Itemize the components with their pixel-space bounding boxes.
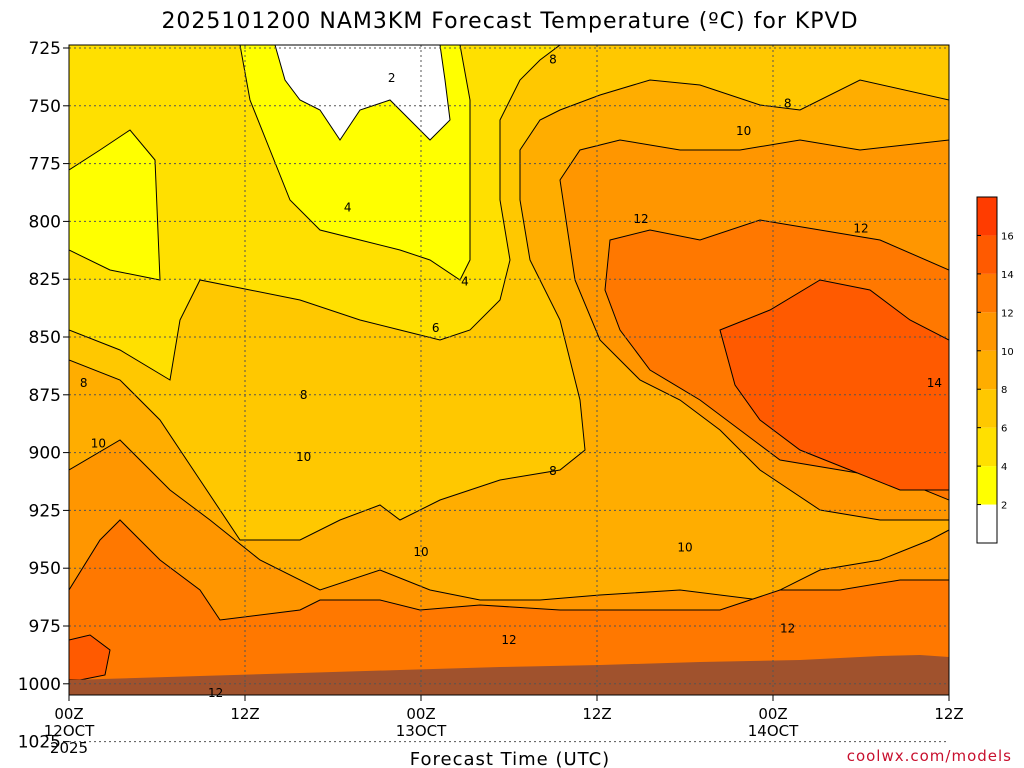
band-lt-2	[274, 45, 451, 141]
x-tick-label: 00Z	[758, 705, 787, 723]
terrain	[69, 655, 949, 695]
colorbar-swatch	[977, 504, 997, 543]
band-4-6	[69, 129, 161, 281]
x-tick-label: 00Z	[406, 705, 435, 723]
contour-label: 10	[736, 124, 751, 138]
x-tick-label: 12OCT	[44, 722, 95, 740]
y-tick-label: 850	[29, 328, 61, 348]
colorbar-label: 16	[1001, 231, 1014, 242]
colorbar-swatch	[977, 273, 997, 313]
colorbar-label: 6	[1001, 424, 1007, 435]
colorbar-label: 10	[1001, 347, 1014, 358]
plot-area	[69, 45, 949, 695]
colorbar-frame	[976, 196, 998, 544]
y-tick-label: 825	[29, 270, 61, 290]
y-tick-label: 775	[29, 155, 61, 175]
plot-frame	[68, 44, 950, 696]
x-tick-label: 00Z	[54, 705, 83, 723]
contour-label: 10	[413, 545, 428, 559]
colorbar: 2 4 6 8 10 12 14 16	[976, 196, 1014, 544]
colorbar-swatch	[977, 466, 997, 505]
contour-label: 12	[501, 633, 516, 647]
grid	[69, 45, 949, 743]
colorbar-label: 4	[1001, 462, 1007, 473]
y-tick-label: 875	[29, 386, 61, 406]
contour-label: 10	[677, 540, 692, 554]
colorbar-swatch	[977, 427, 997, 467]
colorbar-swatch	[977, 350, 997, 390]
contour-label: 6	[432, 321, 440, 335]
y-axis: 725 750 775 800 825 850 875 900 925 950 975 1000 102…	[18, 39, 69, 753]
contour-label: 2	[388, 71, 396, 85]
colorbar-swatch	[977, 235, 997, 274]
colorbar-label: 12	[1001, 308, 1014, 319]
contour-label: 14	[927, 376, 942, 390]
contour-label: 8	[300, 388, 308, 402]
chart-title: 2025101200 NAM3KM Forecast Temperature (…	[161, 9, 858, 34]
colorbar-label: 14	[1001, 270, 1014, 281]
contour-label: 10	[91, 436, 106, 450]
contour-label: 8	[80, 376, 88, 390]
x-tick-label: 13OCT	[396, 722, 447, 740]
y-tick-label: 1000	[18, 675, 61, 695]
colorbar-swatch	[977, 197, 997, 236]
x-tick-label: 12Z	[934, 705, 963, 723]
contour-label: 12	[853, 221, 868, 235]
contour-label: 10	[296, 450, 311, 464]
y-tick-label: 925	[29, 501, 61, 521]
contour-label: 4	[344, 201, 352, 215]
band-12-14-low	[69, 519, 949, 695]
y-tick-label: 725	[29, 39, 61, 59]
x-tick-label: 14OCT	[748, 722, 799, 740]
y-tick-label: 1025	[18, 733, 61, 753]
contour-labels: 2 4 4 6 8 8 8 8 8 10 10 10 10 10 12 12 12 12 12 14	[80, 53, 942, 700]
contour-label: 8	[549, 53, 557, 67]
x-tick-label: 12Z	[582, 705, 611, 723]
contour-label: 12	[780, 621, 795, 635]
contour-label: 8	[784, 96, 792, 110]
contour-label: 8	[549, 464, 557, 478]
colorbar-swatch	[977, 389, 997, 428]
contour-label: 4	[461, 275, 469, 289]
band-14-16-low	[69, 634, 111, 681]
colorbar-label: 2	[1001, 501, 1007, 512]
contour-label: 12	[208, 686, 223, 700]
x-tick-label: 12Z	[230, 705, 259, 723]
y-tick-label: 900	[29, 444, 61, 464]
colorbar-label: 8	[1001, 385, 1007, 396]
band-14-16-right	[719, 279, 949, 491]
x-axis-label: Forecast Time (UTC)	[410, 749, 610, 768]
contour-label: 12	[633, 212, 648, 226]
colorbar-swatch	[977, 312, 997, 351]
y-tick-label: 975	[29, 617, 61, 637]
y-tick-label: 950	[29, 559, 61, 579]
y-tick-label: 800	[29, 212, 61, 232]
credit-text: coolwx.com/models	[847, 747, 1012, 765]
y-tick-label: 750	[29, 97, 61, 117]
x-tick-label: 2025	[50, 739, 88, 757]
